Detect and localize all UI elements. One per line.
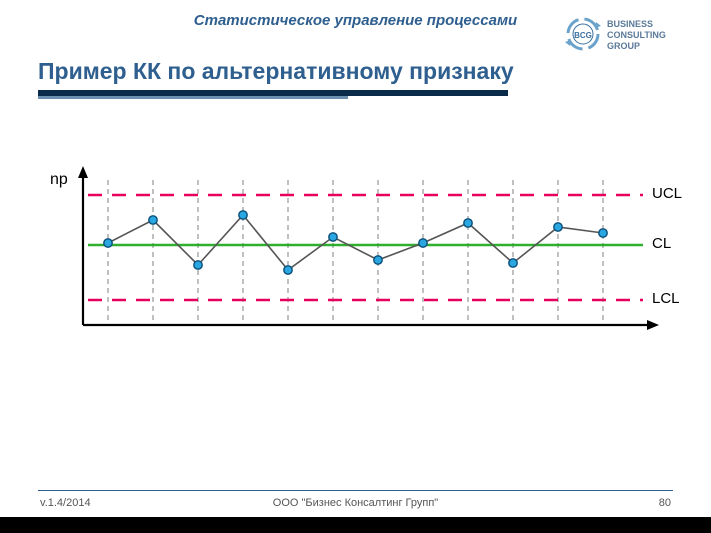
logo-text-top: BUSINESS — [607, 19, 653, 29]
footer-page: 80 — [659, 497, 671, 509]
slide-title: Пример КК по альтернативному признаку — [38, 58, 514, 85]
ucl-label: UCL — [652, 185, 682, 202]
chart-svg — [38, 165, 678, 355]
logo-emblem: BCG — [565, 19, 601, 49]
footer-rule — [38, 490, 673, 491]
cl-label: CL — [652, 235, 671, 252]
y-axis-label: np — [50, 171, 68, 189]
logo-text-mid: CONSULTING — [607, 30, 666, 40]
lcl-label: LCL — [652, 290, 680, 307]
bottom-bar — [0, 517, 711, 533]
logo-text-bot: GROUP — [607, 41, 640, 51]
footer-center: ООО "Бизнес Консалтинг Групп" — [0, 497, 711, 509]
logo: BCG BUSINESS CONSULTING GROUP — [563, 14, 693, 59]
title-rule-mid — [38, 96, 348, 99]
control-chart: np UCL CL LCL — [38, 165, 678, 355]
logo-emblem-text: BCG — [574, 31, 592, 40]
